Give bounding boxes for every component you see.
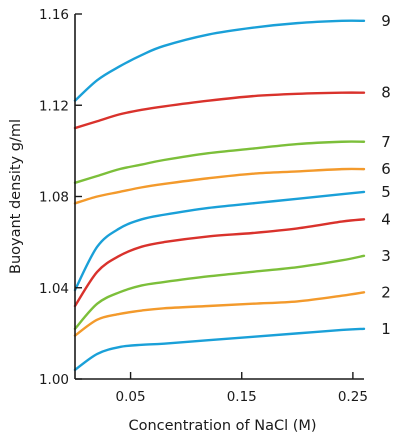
series-label-4: 4	[381, 210, 391, 228]
series-label-7: 7	[381, 133, 391, 151]
y-tick-label: 1.00	[39, 372, 69, 388]
curves-layer	[73, 19, 366, 372]
x-axis-title: Concentration of NaCl (M)	[128, 418, 316, 434]
series-line-4	[73, 218, 366, 308]
x-tick-label: 0.15	[227, 389, 257, 405]
series-label-8: 8	[381, 84, 391, 102]
y-tick-label: 1.08	[39, 190, 69, 206]
series-labels-layer: 1 2 3 4 5 6 7 8 9	[381, 12, 391, 338]
y-tick-label: 1.04	[39, 281, 69, 297]
series-label-5: 5	[381, 183, 391, 201]
y-tick-label: 1.12	[39, 98, 69, 114]
series-line-3	[73, 254, 366, 331]
x-tick-label: 0.25	[338, 389, 368, 405]
series-line-5	[73, 190, 366, 292]
series-label-3: 3	[381, 247, 391, 265]
series-label-1: 1	[381, 320, 391, 338]
series-line-1	[73, 327, 366, 372]
series-line-7	[73, 140, 366, 185]
series-label-9: 9	[381, 12, 391, 30]
series-line-6	[73, 167, 366, 205]
series-line-9	[73, 19, 366, 102]
y-tick-label: 1.16	[39, 7, 69, 23]
series-label-6: 6	[381, 160, 391, 178]
y-axis-ticks: 1.00 1.04 1.08 1.12 1.16	[39, 7, 82, 388]
series-line-8	[73, 91, 366, 130]
x-axis-ticks: 0.05 0.15 0.25	[116, 372, 368, 405]
y-axis-title: Buoyant density g/ml	[8, 119, 24, 274]
x-tick-label: 0.05	[116, 389, 146, 405]
series-line-2	[73, 291, 366, 337]
series-label-2: 2	[381, 283, 391, 301]
